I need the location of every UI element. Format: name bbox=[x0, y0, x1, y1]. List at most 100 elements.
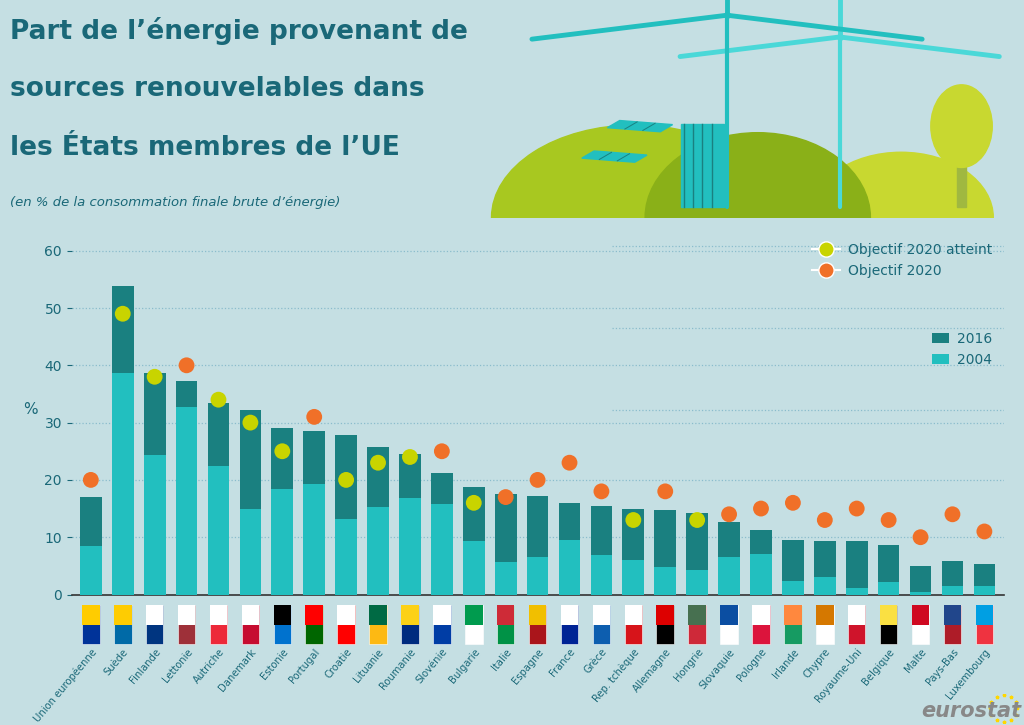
Bar bbox=[80, 497, 101, 546]
Bar bbox=[495, 562, 516, 594]
Text: Allemagne: Allemagne bbox=[631, 647, 673, 694]
Point bbox=[561, 457, 578, 468]
Point bbox=[976, 526, 992, 537]
Bar bbox=[305, 605, 323, 644]
Bar bbox=[654, 510, 676, 567]
Bar bbox=[176, 407, 198, 594]
Ellipse shape bbox=[645, 133, 870, 302]
Bar bbox=[271, 428, 293, 489]
Bar bbox=[654, 567, 676, 594]
Bar bbox=[753, 605, 770, 644]
Bar bbox=[782, 581, 804, 594]
Bar bbox=[82, 605, 99, 644]
Text: France: France bbox=[548, 647, 578, 679]
Bar bbox=[944, 605, 962, 624]
Bar bbox=[784, 605, 802, 644]
Bar bbox=[335, 435, 357, 519]
Point bbox=[593, 486, 609, 497]
Point bbox=[657, 486, 674, 497]
Bar bbox=[688, 605, 706, 624]
Bar bbox=[942, 560, 964, 587]
Bar bbox=[909, 592, 932, 594]
Ellipse shape bbox=[931, 85, 992, 167]
Text: Croatie: Croatie bbox=[324, 647, 353, 681]
Bar bbox=[240, 410, 261, 509]
Bar bbox=[497, 605, 514, 624]
Bar bbox=[176, 381, 198, 407]
Bar bbox=[242, 605, 259, 624]
Bar bbox=[401, 605, 419, 624]
Bar bbox=[591, 506, 612, 555]
Text: Suède: Suède bbox=[102, 647, 130, 677]
Bar bbox=[814, 577, 836, 594]
Point bbox=[466, 497, 482, 509]
Bar bbox=[273, 605, 291, 644]
Bar bbox=[974, 563, 995, 587]
Bar bbox=[495, 494, 516, 562]
Bar bbox=[82, 605, 99, 624]
Bar bbox=[814, 541, 836, 577]
Bar bbox=[303, 484, 325, 594]
Bar bbox=[623, 560, 644, 594]
Bar bbox=[559, 503, 581, 540]
Bar bbox=[240, 509, 261, 594]
Bar bbox=[593, 605, 610, 624]
Bar bbox=[337, 605, 355, 624]
Bar bbox=[465, 605, 482, 644]
Bar bbox=[878, 544, 899, 582]
Bar bbox=[465, 605, 482, 624]
Text: Belgique: Belgique bbox=[860, 647, 896, 687]
Bar bbox=[718, 522, 740, 558]
Bar bbox=[561, 605, 579, 644]
Bar bbox=[370, 605, 387, 624]
Bar bbox=[368, 507, 389, 594]
Point bbox=[306, 411, 323, 423]
Text: (en % de la consommation finale brute d’énergie): (en % de la consommation finale brute d’… bbox=[10, 196, 341, 209]
Bar bbox=[145, 605, 164, 644]
Bar bbox=[718, 558, 740, 594]
Bar bbox=[976, 605, 993, 644]
Text: Pologne: Pologne bbox=[735, 647, 769, 683]
Bar bbox=[782, 540, 804, 581]
Bar bbox=[559, 540, 581, 594]
Bar bbox=[80, 546, 101, 594]
Bar bbox=[431, 504, 453, 594]
Point bbox=[370, 457, 386, 468]
Point bbox=[816, 514, 833, 526]
Bar bbox=[686, 513, 708, 571]
Text: Part de l’énergie provenant de: Part de l’énergie provenant de bbox=[10, 17, 468, 46]
Bar bbox=[944, 605, 962, 644]
Bar bbox=[526, 558, 549, 594]
Bar bbox=[848, 605, 865, 644]
Bar bbox=[178, 605, 196, 624]
Text: Hongrie: Hongrie bbox=[672, 647, 705, 683]
Bar bbox=[210, 605, 227, 644]
Bar bbox=[656, 605, 674, 644]
Text: Slovénie: Slovénie bbox=[415, 647, 450, 686]
Point bbox=[83, 474, 99, 486]
Bar bbox=[210, 605, 227, 624]
Bar bbox=[242, 605, 259, 644]
Point bbox=[434, 445, 451, 457]
Bar bbox=[305, 605, 323, 624]
Text: eurostat: eurostat bbox=[922, 701, 1022, 721]
Bar bbox=[368, 447, 389, 507]
Bar bbox=[751, 530, 772, 555]
Bar bbox=[112, 286, 133, 373]
Bar bbox=[497, 605, 514, 644]
Bar bbox=[433, 605, 451, 644]
Bar bbox=[143, 373, 166, 455]
Ellipse shape bbox=[809, 152, 993, 283]
Text: Danemark: Danemark bbox=[217, 647, 258, 693]
Point bbox=[944, 508, 961, 520]
Bar bbox=[625, 605, 642, 624]
Point bbox=[498, 492, 514, 503]
Text: sources renouvelables dans: sources renouvelables dans bbox=[10, 76, 425, 102]
Bar bbox=[976, 605, 993, 624]
Bar bbox=[399, 498, 421, 594]
Point bbox=[625, 514, 641, 526]
Bar bbox=[208, 465, 229, 594]
Bar bbox=[846, 588, 867, 594]
Bar bbox=[114, 605, 131, 624]
Bar bbox=[911, 605, 930, 644]
